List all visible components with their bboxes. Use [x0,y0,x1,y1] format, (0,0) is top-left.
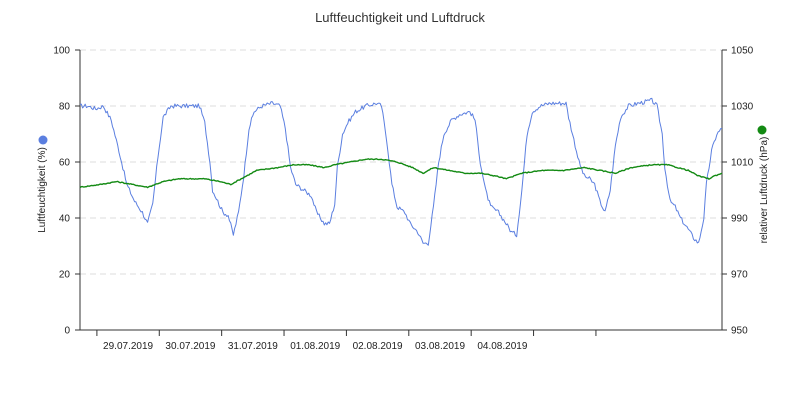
left-tick-label: 20 [59,270,71,281]
left-axis-title: Luftfeuchtigkeit (%) [37,147,48,233]
right-tick-label: 1050 [731,46,754,57]
x-tick-label: 30.07.2019 [165,341,215,352]
x-tick-label: 31.07.2019 [228,341,278,352]
pressure-legend-marker [757,125,767,135]
left-tick-label: 80 [59,102,71,113]
humidity-legend-marker [38,135,48,145]
right-tick-label: 1010 [731,158,754,169]
x-tick-label: 04.08.2019 [477,341,527,352]
left-tick-label: 40 [59,214,71,225]
left-axis-ticks: 0 20 40 60 80 100 [53,46,80,337]
axes [79,50,723,331]
x-axis-ticks: 29.07.2019 30.07.2019 31.07.2019 01.08.2019… [96,330,597,352]
x-tick-label: 01.08.2019 [290,341,340,352]
x-tick-label: 02.08.2019 [353,341,403,352]
x-tick-label: 03.08.2019 [415,341,465,352]
left-tick-label: 0 [64,326,70,337]
series-lines [79,97,723,246]
left-tick-label: 60 [59,158,71,169]
chart-title: Luftfeuchtigkeit und Luftdruck [315,10,485,25]
right-tick-label: 990 [731,214,748,225]
pressure-line [79,158,723,189]
right-axis-title: relativer Luftdruck (hPa) [759,137,770,244]
right-tick-label: 970 [731,270,748,281]
left-tick-label: 100 [53,46,70,57]
grid-lines [80,49,722,275]
right-tick-label: 950 [731,326,748,337]
humidity-line [79,97,723,246]
x-tick-label: 29.07.2019 [103,341,153,352]
right-axis-ticks: 950 970 990 1010 1030 1050 [722,46,754,337]
right-tick-label: 1030 [731,102,754,113]
